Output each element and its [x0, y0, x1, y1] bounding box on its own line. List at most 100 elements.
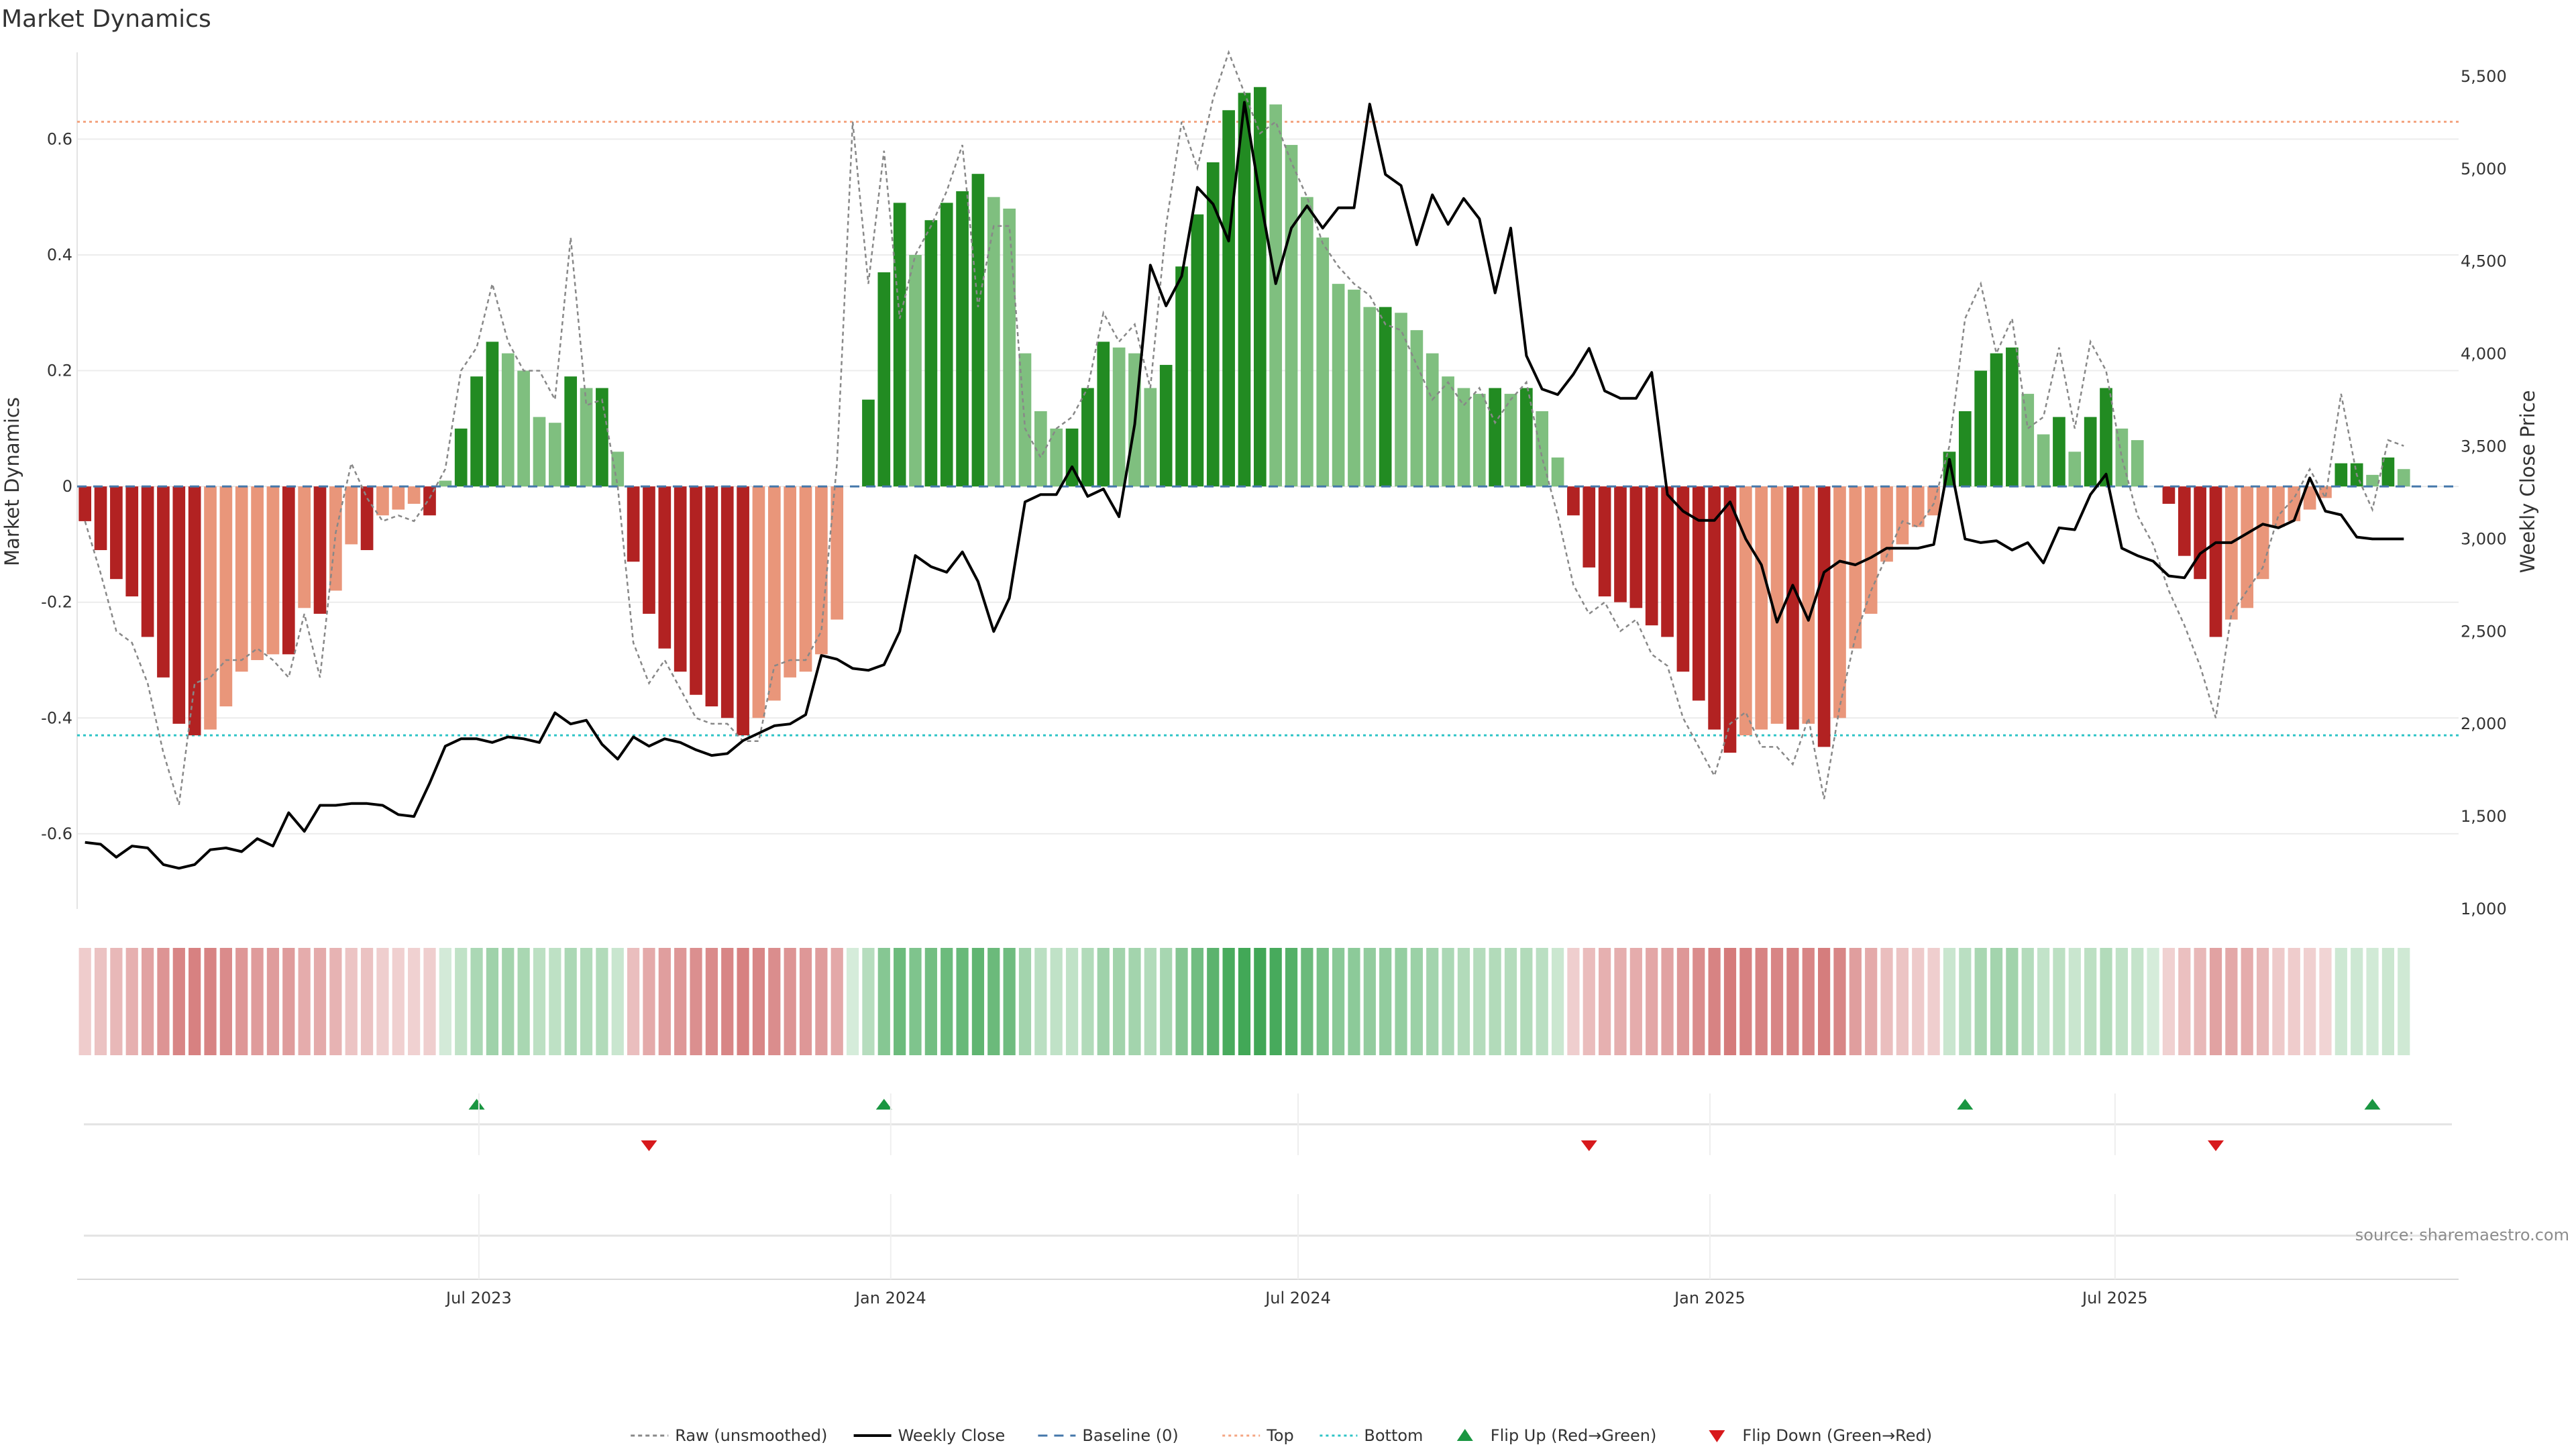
md-bar [1081, 388, 1094, 487]
legend-label: Flip Up (Red→Green) [1491, 1426, 1657, 1445]
md-bar [360, 486, 374, 551]
heat-cell [2288, 948, 2300, 1055]
md-bar [611, 451, 625, 487]
heat-cell [1755, 948, 1768, 1055]
heat-cell [1316, 948, 1329, 1055]
heat-cell [345, 948, 358, 1055]
heat-cell [815, 948, 828, 1055]
md-bar [956, 191, 969, 487]
legend: Raw (unsmoothed) Weekly Close Baseline (0)… [631, 1426, 1932, 1445]
heat-cell [2053, 948, 2065, 1055]
md-bar [2178, 486, 2191, 556]
md-bar [235, 486, 248, 672]
heat-cell [172, 948, 185, 1055]
heat-cell [705, 948, 718, 1055]
md-bar [564, 376, 578, 487]
heat-cell [643, 948, 655, 1055]
heat-cell [2006, 948, 2019, 1055]
heat-cell [1160, 948, 1173, 1055]
heat-cell [1457, 948, 1470, 1055]
heat-cell [549, 948, 561, 1055]
chart-title: Market Dynamics [1, 5, 211, 33]
heat-cell [1504, 948, 1517, 1055]
heat-cell [533, 948, 546, 1055]
heat-cell [2178, 948, 2191, 1055]
heat-cell [1567, 948, 1580, 1055]
heat-cell [564, 948, 577, 1055]
heat-cell [1003, 948, 1016, 1055]
md-bar [204, 486, 217, 730]
md-bar [1896, 486, 1909, 545]
heat-cell [611, 948, 624, 1055]
md-bar [2288, 486, 2301, 521]
md-bar [830, 486, 844, 620]
heat-cell [235, 948, 248, 1055]
md-bar [298, 486, 311, 608]
heat-cell [1254, 948, 1267, 1055]
y-tick-label: -0.6 [41, 824, 72, 843]
md-bar [940, 203, 953, 487]
md-bar [1786, 486, 1799, 730]
md-bar [1582, 486, 1596, 568]
md-bar [1614, 486, 1627, 602]
heat-cell [313, 948, 327, 1055]
y2-tick-label: 5,500 [2461, 67, 2507, 86]
md-bar [2381, 457, 2395, 487]
heat-cell [1128, 948, 1141, 1055]
md-bar [2021, 394, 2035, 487]
md-bar [1520, 388, 1533, 487]
heat-cell [627, 948, 640, 1055]
md-bar [2225, 486, 2238, 620]
md-bar [1301, 197, 1313, 487]
x-tick-label: Jul 2025 [2081, 1289, 2148, 1307]
md-bar [376, 486, 389, 516]
md-bar [2303, 486, 2316, 510]
heat-cell [2209, 948, 2222, 1055]
heat-cell [1426, 948, 1439, 1055]
weekly-close-line [85, 101, 2404, 870]
md-bar [1864, 486, 1878, 614]
flip-up-marker [875, 1099, 892, 1110]
heat-cell [1065, 948, 1079, 1055]
heat-cell [2366, 948, 2379, 1055]
flip-up-marker [2364, 1099, 2381, 1110]
heat-cell [298, 948, 311, 1055]
heat-cell [376, 948, 389, 1055]
heat-cell [1473, 948, 1486, 1055]
md-bar [596, 388, 608, 487]
heat-cell [768, 948, 781, 1055]
heat-cell [94, 948, 107, 1055]
heat-cell [2272, 948, 2285, 1055]
md-bar [658, 486, 672, 649]
md-bar [1833, 486, 1846, 718]
heat-cell [877, 948, 890, 1055]
md-bar [188, 486, 201, 736]
md-bar [2256, 486, 2269, 580]
heat-cell [690, 948, 702, 1055]
md-bar [266, 486, 280, 655]
heat-cell [282, 948, 295, 1055]
md-bar [1348, 289, 1360, 487]
heat-cell [971, 948, 985, 1055]
y-tick-label: -0.4 [41, 708, 72, 727]
heat-cell [894, 948, 906, 1055]
heat-cell [189, 948, 201, 1055]
md-bar [877, 272, 891, 487]
md-bar [1003, 208, 1016, 487]
legend-item-top: Top [1222, 1426, 1294, 1445]
md-bar [2006, 347, 2019, 487]
md-bar [548, 423, 561, 487]
heat-cell [1222, 948, 1235, 1055]
heat-cell [1974, 948, 1987, 1055]
y-tick-label: 0.2 [47, 362, 72, 380]
heat-cell [799, 948, 812, 1055]
md-bar [690, 486, 702, 695]
md-bar [2334, 463, 2348, 487]
legend-label: Baseline (0) [1082, 1426, 1178, 1445]
heat-cell [1207, 948, 1220, 1055]
md-bar [392, 486, 405, 510]
heat-cell [2021, 948, 2034, 1055]
heat-cell [1676, 948, 1690, 1055]
md-bar [1598, 486, 1611, 597]
flip-down-marker [641, 1140, 657, 1151]
